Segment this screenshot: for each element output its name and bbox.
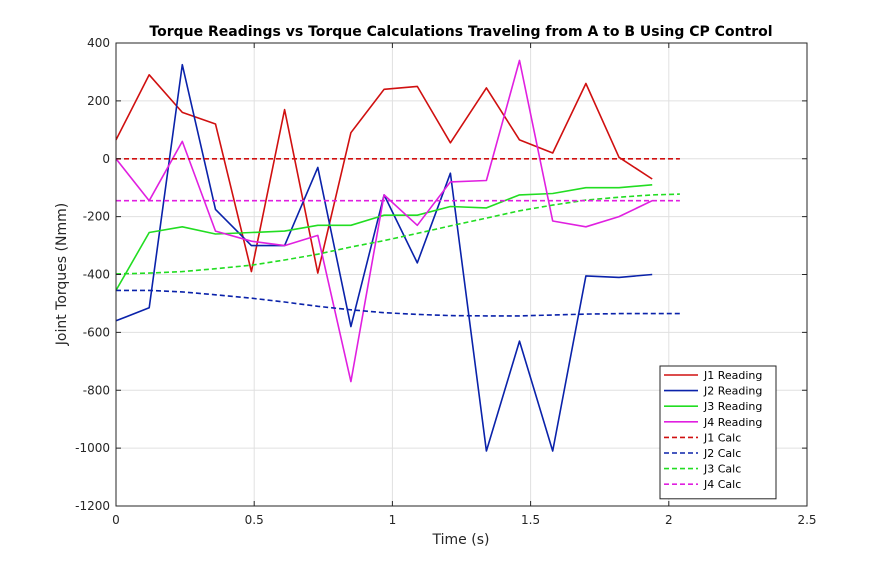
y-tick-label: 0: [102, 152, 110, 166]
x-tick-label: 1.5: [521, 513, 540, 527]
legend-label: J4 Reading: [703, 416, 762, 429]
chart-title: Torque Readings vs Torque Calculations T…: [149, 24, 772, 40]
y-tick-label: -1000: [75, 441, 110, 455]
series-line-1: [115, 74, 653, 274]
legend-label: J2 Calc: [703, 447, 741, 460]
x-tick-label: 0.5: [245, 513, 264, 527]
legend-label: J3 Reading: [703, 400, 762, 413]
x-tick-label: 1: [389, 513, 397, 527]
legend-box: [659, 365, 777, 500]
legend: J1 Reading J2 Reading J3 Reading J4 Reading…: [659, 365, 777, 500]
plot-lines: [115, 59, 680, 452]
legend-label: J4 Calc: [703, 478, 741, 491]
series-line-6: [116, 289, 680, 317]
legend-label: J3 Calc: [703, 463, 741, 476]
legend-label: J1 Reading: [703, 369, 762, 382]
y-tick-label: 200: [87, 94, 110, 108]
y-tick-label: -600: [83, 325, 110, 339]
series-line-3: [115, 184, 653, 291]
x-tick-label: 2: [665, 513, 673, 527]
x-axis-label: Time (s): [432, 532, 490, 548]
y-axis-label: Joint Torques (Nmm): [54, 203, 70, 346]
x-tick-label: 0: [112, 513, 120, 527]
y-tick-label: -800: [83, 383, 110, 397]
legend-label: J2 Reading: [703, 385, 762, 398]
y-tick-label: -200: [83, 210, 110, 224]
y-tick-label: 400: [87, 36, 110, 50]
y-tick-label: -400: [83, 268, 110, 282]
y-tick-label: -1200: [75, 499, 110, 513]
legend-label: J1 Calc: [703, 431, 741, 444]
series-line-7: [115, 193, 680, 275]
x-tick-label: 2.5: [797, 513, 816, 527]
axis-ticks: 0 0.5 1 1.5 2 2.5 400 200 0 -200 -400 -600 -800 -1000…: [75, 36, 816, 527]
